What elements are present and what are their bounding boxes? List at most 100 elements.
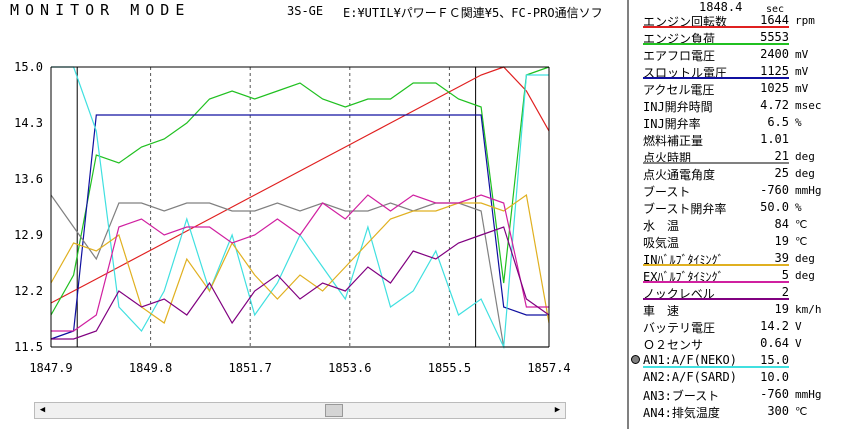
y-tick-label: 12.2 (14, 284, 43, 298)
parameter-label: EXﾊﾞﾙﾌﾞﾀｲﾐﾝｸﾞ (643, 270, 724, 284)
parameter-label: AN1:A/F(NEKO) (643, 353, 737, 367)
parameter-label: INﾊﾞﾙﾌﾞﾀｲﾐﾝｸﾞ (643, 253, 724, 267)
scroll-right-arrow-icon[interactable]: ▶ (554, 405, 561, 415)
x-tick-label: 1847.9 (29, 361, 72, 375)
parameter-value: 1644 (760, 13, 789, 27)
parameter-label: ブースト開弁率 (643, 202, 727, 216)
time-unit: sec (766, 4, 785, 15)
horizontal-scrollbar[interactable]: ◀ ▶ (34, 402, 566, 419)
parameter-value: 39 (774, 251, 789, 265)
parameter-row[interactable]: ブースト開弁率 50.0% (629, 198, 847, 216)
parameter-unit: deg (795, 167, 815, 180)
monitor-chart[interactable]: 15.0 14.3 13.6 12.9 12.2 11.5 1847.9 1849.8 1851… (0, 22, 627, 403)
panel-divider[interactable] (627, 0, 629, 429)
parameter-label: エンジン負荷 (643, 32, 716, 46)
parameter-row[interactable]: 吸気温 19 ℃ (629, 232, 847, 250)
parameter-label: 水 温 (643, 219, 680, 233)
parameter-value: 19 (774, 302, 789, 316)
parameter-label: AN3:ブースト (643, 389, 720, 403)
parameter-unit: mV (795, 48, 809, 61)
parameter-row[interactable]: Ｏ２センサ 0.64 V (629, 334, 847, 352)
parameter-row[interactable]: スロットル電圧 1125 mV (629, 62, 847, 80)
parameter-row[interactable]: エアフロ電圧 2400 mV (629, 45, 847, 63)
series-color-line (643, 162, 789, 164)
series-line (51, 194, 549, 332)
parameter-unit: ℃ (795, 235, 808, 248)
series-color-line (643, 43, 789, 45)
y-tick-label: 12.9 (14, 228, 43, 242)
parameter-value: -760 (760, 183, 789, 197)
parameter-label: INJ開弁時間 (643, 100, 713, 114)
parameter-value: 14.2 (760, 319, 789, 333)
x-tick-label: 1851.7 (229, 361, 272, 375)
parameter-unit: deg (795, 150, 815, 163)
parameter-row[interactable]: INﾊﾞﾙﾌﾞﾀｲﾐﾝｸﾞ 39 deg (629, 249, 847, 267)
parameter-value: 84 (774, 217, 789, 231)
parameter-unit: msec (795, 99, 822, 112)
parameter-value: -760 (760, 387, 789, 401)
plot-background (51, 67, 549, 347)
parameter-row[interactable]: バッテリ電圧 14.2 V (629, 317, 847, 335)
parameter-unit: mmHg (795, 184, 822, 197)
parameter-value: 2 (781, 285, 789, 299)
series-color-line (643, 298, 789, 300)
file-path: E:¥UTIL¥パワーＦＣ関連¥5、FC-PRO通信ソフ (343, 6, 603, 20)
y-tick-label: 11.5 (14, 340, 43, 354)
parameter-unit: mV (795, 82, 809, 95)
y-tick-label: 15.0 (14, 60, 43, 74)
parameter-row[interactable]: AN3:ブースト -760 mmHg (629, 385, 847, 403)
parameter-value: 1125 (760, 64, 789, 78)
x-tick-label: 1849.8 (129, 361, 172, 375)
parameter-value: 50.0 (760, 200, 789, 214)
parameter-value: 10.0 (760, 370, 789, 384)
time-readout: 1848.4 (699, 0, 743, 14)
x-tick-label: 1855.5 (428, 361, 471, 375)
parameter-row[interactable]: INJ開弁時間 4.72 msec (629, 96, 847, 114)
parameter-value: 19 (774, 234, 789, 248)
series-color-line (643, 26, 789, 28)
mode-title: MONITOR MODE (10, 1, 191, 19)
parameter-unit: rpm (795, 14, 815, 27)
parameter-label: Ｏ２センサ (643, 338, 704, 352)
parameter-row[interactable]: ノックレベル 2 (629, 283, 847, 301)
parameter-row[interactable]: エンジン負荷 5553 (629, 28, 847, 46)
parameter-row[interactable]: 燃料補正量 1.01 (629, 130, 847, 148)
parameter-row[interactable]: 点火通電角度 25 deg (629, 164, 847, 182)
parameter-unit: V (795, 320, 802, 333)
parameter-value: 1.01 (760, 132, 789, 146)
series-line (50, 66, 550, 316)
parameter-row[interactable]: 車 速 19 km/h (629, 300, 847, 318)
parameter-label: ノックレベル (643, 287, 715, 301)
parameter-row[interactable]: エンジン回転数 1644 rpm (629, 11, 847, 29)
series-color-line (643, 366, 789, 368)
parameter-unit: V (795, 337, 802, 350)
scroll-left-arrow-icon[interactable]: ◀ (39, 405, 46, 415)
parameter-row[interactable]: アクセル電圧 1025 mV (629, 79, 847, 97)
parameter-unit: km/h (795, 303, 822, 316)
parameter-value: 1025 (760, 81, 789, 95)
parameter-label: バッテリ電圧 (643, 321, 716, 335)
parameter-value: 5553 (760, 30, 789, 44)
parameter-row[interactable]: 水 温 84 ℃ (629, 215, 847, 233)
parameter-row[interactable]: 点火時期 21 deg (629, 147, 847, 165)
series-line (51, 226, 550, 340)
selected-indicator-icon (631, 355, 640, 364)
parameter-value: 6.5 (767, 115, 789, 129)
series-line (50, 193, 550, 324)
parameter-row[interactable]: AN1:A/F(NEKO) 15.0 (629, 351, 847, 368)
parameter-value: 2400 (760, 47, 789, 61)
parameter-label: 点火通電角度 (643, 168, 716, 182)
series-color-line (643, 77, 789, 79)
parameter-row[interactable]: AN4:排気温度 300 ℃ (629, 402, 847, 420)
parameter-label: ブースト (643, 185, 691, 199)
parameter-row[interactable]: ブースト -760 mmHg (629, 181, 847, 199)
parameter-row[interactable]: INJ開弁率 6.5% (629, 113, 847, 131)
parameter-label: アクセル電圧 (643, 83, 715, 97)
parameter-unit: deg (795, 269, 815, 282)
chart-canvas[interactable]: 15.0 14.3 13.6 12.9 12.2 11.5 1847.9 1849.8 1851… (0, 22, 627, 403)
scrollbar-thumb[interactable] (325, 404, 343, 417)
parameter-row[interactable]: EXﾊﾞﾙﾌﾞﾀｲﾐﾝｸﾞ 5 deg (629, 266, 847, 284)
parameter-value: 4.72 (760, 98, 789, 112)
parameter-unit: ℃ (795, 405, 808, 418)
parameter-row[interactable]: AN2:A/F(SARD) 10.0 (629, 368, 847, 385)
